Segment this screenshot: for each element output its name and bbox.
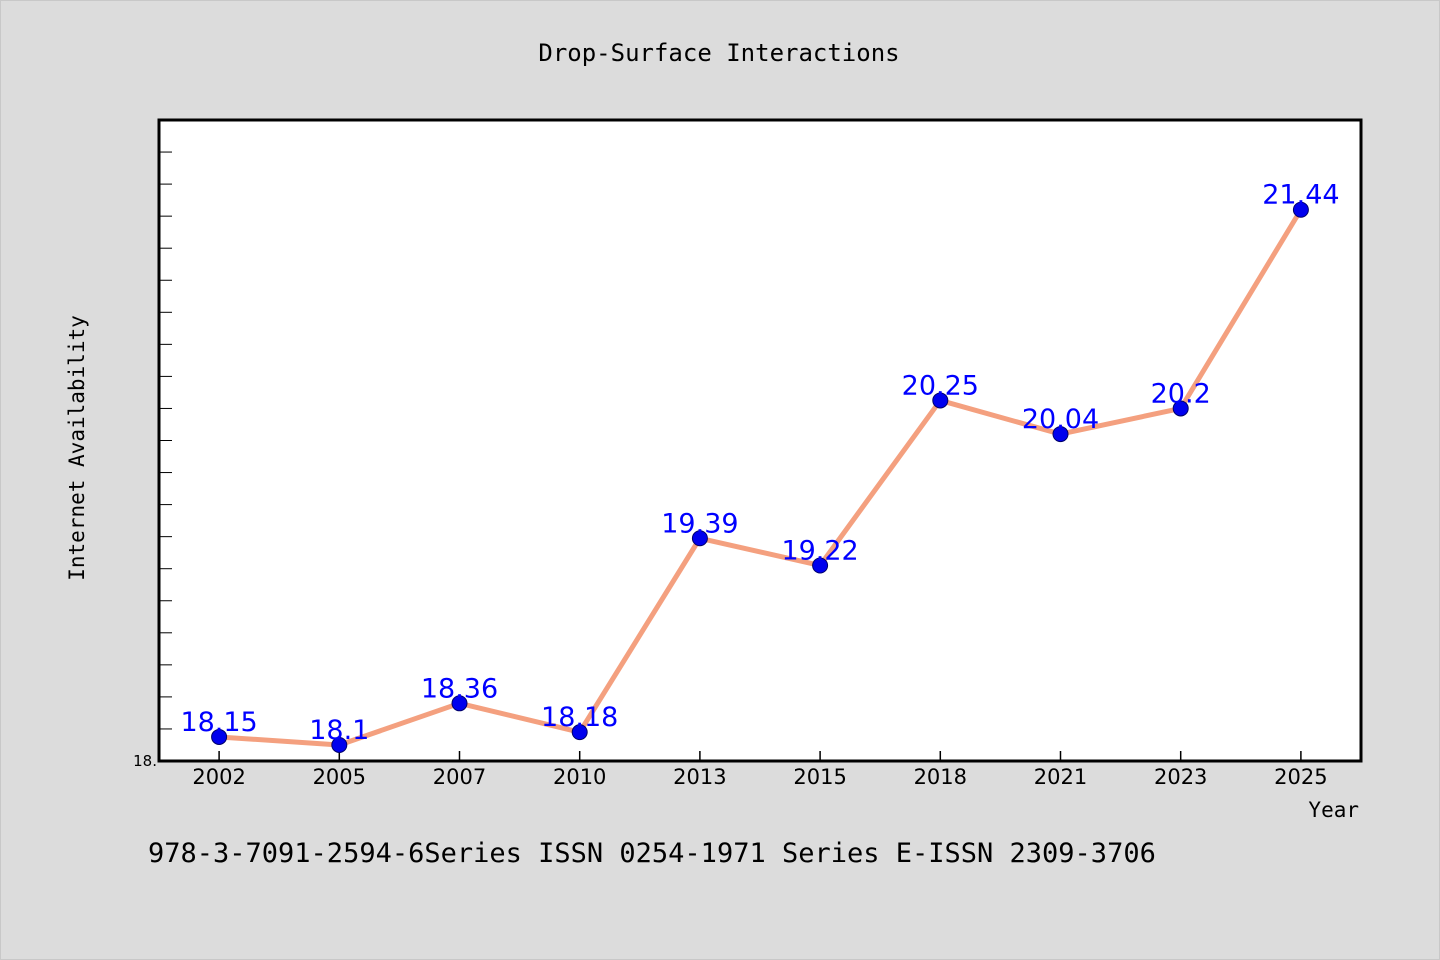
- x-axis-ticks: 2002 2005 2007 2010 2013 2015 2018 2021 2023 2025: [192, 751, 1328, 789]
- x-tick-label: 2010: [553, 765, 606, 789]
- data-label: 20.2: [1151, 378, 1211, 409]
- data-point-marker: [1292, 201, 1309, 218]
- data-point-marker: [451, 695, 468, 712]
- data-label: 21.44: [1262, 180, 1339, 211]
- plot-area: [159, 120, 1361, 761]
- series-line-layer: [216, 207, 1304, 748]
- data-point-marker: [812, 557, 829, 574]
- chart-title: Drop-Surface Interactions: [538, 39, 899, 67]
- x-tick-label: 2018: [914, 765, 967, 789]
- data-point-marker: [1172, 400, 1189, 417]
- data-label: 19.39: [661, 508, 738, 539]
- marker-layer: [211, 201, 1309, 753]
- data-label: 18.15: [180, 707, 257, 738]
- x-tick-label: 2013: [673, 765, 726, 789]
- data-point-marker: [211, 728, 228, 745]
- data-label: 20.25: [902, 370, 979, 401]
- data-point-marker: [691, 530, 708, 547]
- data-label: 20.04: [1022, 404, 1099, 435]
- footer-text: 978-3-7091-2594-6Series ISSN 0254-1971 S…: [148, 838, 1156, 869]
- data-point-marker: [331, 736, 348, 753]
- x-tick-label: 2005: [313, 765, 366, 789]
- data-label: 18.36: [421, 673, 498, 704]
- data-point-marker: [571, 724, 588, 741]
- y-tick-label: 18.: [133, 752, 157, 770]
- x-tick-label: 2023: [1154, 765, 1207, 789]
- x-axis-label: Year: [1308, 798, 1359, 822]
- series-line: [216, 207, 1304, 748]
- data-point-marker: [1052, 426, 1069, 443]
- x-tick-label: 2025: [1274, 765, 1327, 789]
- x-tick-label: 2002: [192, 765, 245, 789]
- plot-frame: [157, 118, 1363, 763]
- data-label: 19.22: [781, 535, 858, 566]
- x-tick-label: 2021: [1034, 765, 1087, 789]
- x-tick-label: 2015: [793, 765, 846, 789]
- y-axis-ticks: [159, 119, 172, 762]
- x-tick-label: 2007: [433, 765, 486, 789]
- data-label: 18.18: [541, 702, 618, 733]
- data-label: 18.1: [309, 715, 369, 746]
- data-label-layer: 18.15 18.1 18.36 18.18 19.39 19.22 20.25 20.04 2…: [180, 180, 1339, 746]
- data-point-marker: [932, 392, 949, 409]
- y-axis-label: Internet Availability: [65, 315, 89, 581]
